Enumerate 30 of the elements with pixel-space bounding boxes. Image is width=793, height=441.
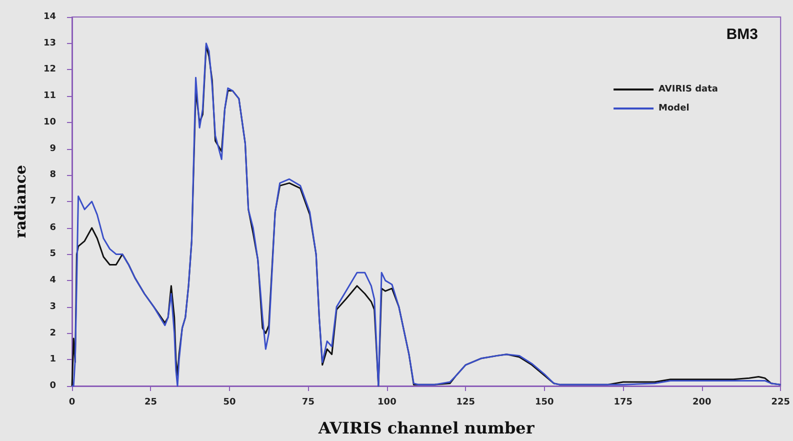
x-tick-label: 200 (692, 398, 712, 408)
x-tick-label: 50 (223, 398, 236, 408)
legend-label: AVIRIS data (658, 84, 718, 94)
y-tick-label: 7 (50, 196, 56, 206)
y-tick-label: 9 (50, 144, 56, 154)
y-tick-label: 14 (43, 12, 56, 22)
legend-label: Model (658, 104, 690, 114)
y-tick-label: 4 (50, 276, 56, 286)
x-axis-title: AVIRIS channel number (317, 418, 535, 438)
x-tick-label: 225 (771, 398, 790, 408)
x-tick-label: 0 (68, 398, 76, 408)
x-tick-label: 75 (302, 398, 314, 408)
y-tick-label: 1 (50, 354, 56, 365)
text: BM3 (726, 26, 758, 43)
y-axis-title: radiance (12, 164, 30, 238)
x-tick-label: 150 (535, 398, 554, 408)
x-tick-label: 100 (378, 398, 396, 408)
y-tick-label: 10 (43, 117, 56, 128)
y-tick-label: 6 (50, 222, 56, 233)
x-tick-label: 25 (144, 398, 157, 408)
y-tick-label: 2 (50, 328, 56, 338)
y-tick-label: 13 (43, 38, 56, 48)
y-tick-label: 3 (50, 302, 56, 312)
y-tick-label: 5 (50, 249, 56, 260)
y-tick-label: 11 (43, 91, 56, 102)
y-tick-label: 0 (50, 381, 56, 391)
y-tick-label: 8 (50, 170, 56, 180)
x-tick-label: 175 (614, 398, 633, 408)
y-tick-label: 12 (43, 64, 56, 75)
x-tick-label: 125 (456, 398, 476, 408)
